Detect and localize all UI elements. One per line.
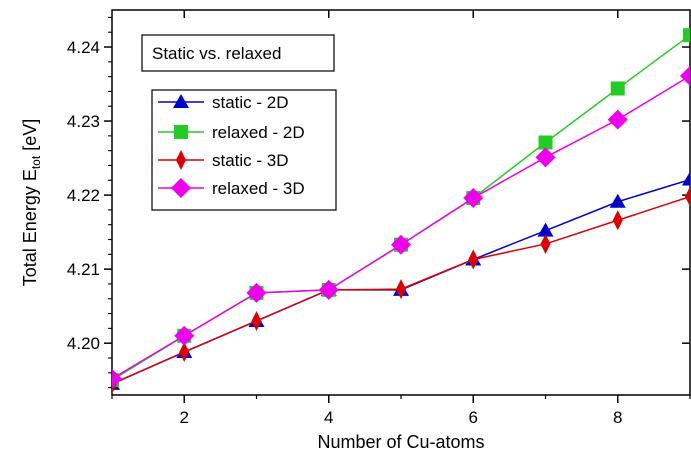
y-tick-label: 4.20 — [67, 334, 100, 353]
annotation-frame — [141, 34, 335, 72]
legend-marker-static-2d — [173, 94, 189, 108]
series-static-3d — [112, 186, 690, 394]
y-tick-label: 4.21 — [67, 260, 100, 279]
legend-marker-relaxed-3d — [171, 178, 191, 198]
data-point-relaxed-3d — [463, 188, 484, 209]
x-axis-label: Number of Cu-atoms — [317, 432, 484, 452]
data-point-relaxed-2d — [683, 28, 690, 43]
axis-ticks — [104, 10, 691, 403]
data-point-relaxed-3d — [174, 325, 195, 346]
data-point-relaxed-3d — [112, 368, 122, 389]
y-tick-label: 4.22 — [67, 186, 100, 205]
data-point-static-3d — [179, 342, 190, 363]
y-axis-label: Total Energy Etot [eV] — [20, 119, 43, 286]
annotation-text: Static vs. relaxed — [152, 44, 281, 63]
y-axis-label-main: Total Energy E — [20, 169, 40, 286]
x-tick-label: 6 — [469, 408, 478, 427]
x-tick-label: 2 — [180, 408, 189, 427]
data-point-static-3d — [540, 233, 551, 254]
data-point-relaxed-3d — [246, 282, 267, 303]
legend-item-relaxed-2d: relaxed - 2D — [158, 123, 305, 142]
data-point-static-2d — [682, 171, 690, 186]
data-point-static-2d — [609, 193, 626, 208]
data-point-relaxed-3d — [318, 279, 339, 300]
legend-label-static-3d: static - 3D — [212, 151, 289, 170]
data-point-static-3d — [396, 279, 406, 300]
y-axis-label-subscript: tot — [29, 155, 43, 169]
data-point-relaxed-2d — [538, 135, 553, 150]
legend-item-static-3d: static - 3D — [158, 150, 289, 170]
data-point-static-3d — [251, 310, 262, 331]
data-point-static-3d — [685, 186, 690, 207]
legend: static - 2D relaxed - 2D static - 3D relaxe… — [151, 89, 337, 211]
data-point-static-2d — [537, 222, 554, 237]
data-point-relaxed-3d — [535, 147, 556, 168]
series-layer — [112, 28, 690, 394]
series-relaxed-3d — [112, 65, 690, 389]
legend-marker-relaxed-2d — [174, 125, 188, 139]
legend-label-relaxed-3d: relaxed - 3D — [212, 179, 305, 198]
legend-marker-static-3d — [176, 150, 186, 170]
legend-item-relaxed-3d: relaxed - 3D — [158, 178, 305, 198]
data-point-static-3d — [468, 249, 479, 270]
axis-tick-labels: 2 4 6 8 4.20 4.21 4.22 4.23 4.24 — [67, 38, 623, 427]
y-tick-label: 4.24 — [67, 38, 100, 57]
x-tick-label: 4 — [324, 408, 333, 427]
annotation-box: Static vs. relaxed — [141, 34, 335, 72]
x-tick-label: 8 — [613, 408, 622, 427]
data-point-relaxed-2d — [610, 81, 625, 96]
data-point-relaxed-3d — [391, 234, 411, 255]
data-point-relaxed-3d — [680, 65, 690, 86]
y-tick-label: 4.23 — [67, 112, 100, 131]
data-point-relaxed-3d — [607, 109, 628, 130]
legend-label-relaxed-2d: relaxed - 2D — [212, 123, 305, 142]
data-point-static-3d — [612, 210, 623, 231]
y-axis-label-unit: [eV] — [20, 119, 40, 156]
legend-label-static-2d: static - 2D — [212, 93, 289, 112]
legend-item-static-2d: static - 2D — [158, 93, 289, 112]
